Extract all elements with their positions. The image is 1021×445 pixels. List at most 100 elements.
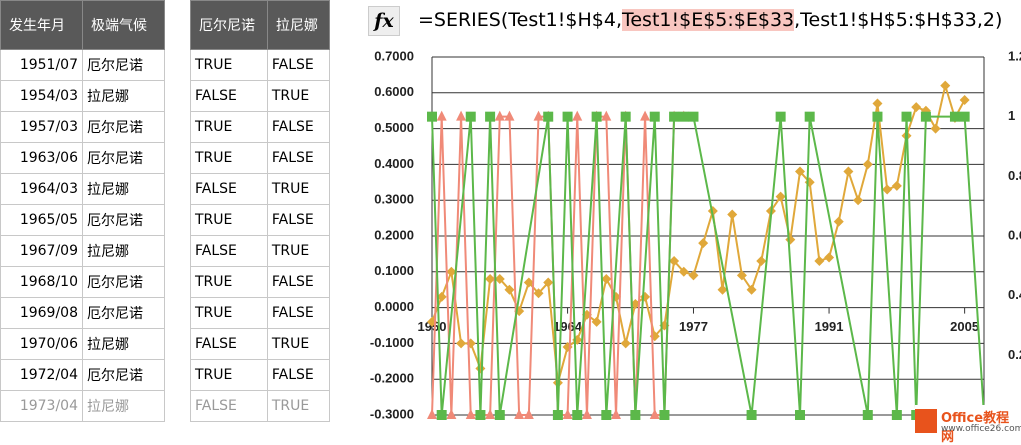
cell: 1951/07 [0,49,83,81]
diamond-marker [698,238,709,249]
row: TRUE FALSE [190,142,331,174]
cell: TRUE [190,142,268,174]
triangle-marker [659,409,670,419]
cell: 1968/10 [0,266,83,298]
row: 1964/03 拉尼娜 [0,173,165,205]
square-marker [465,111,476,122]
cell: TRUE [190,297,268,329]
diamond-marker [591,316,602,327]
formula[interactable]: =SERIES(Test1!$H$4,Test1!$E$5:$E$33,Test… [418,9,1002,31]
cell: TRUE [266,328,331,360]
diamond-marker [795,166,805,177]
diamond-marker [940,80,951,91]
cell: 厄尔尼诺 [82,266,165,298]
cell: FALSE [190,173,268,205]
y2-tick-label: 0.2 [1008,347,1021,362]
diamond-marker [475,363,486,374]
fx-button[interactable]: fx [368,6,400,36]
x-tick-label: 2005 [950,319,979,334]
cell: FALSE [266,359,331,391]
y2-tick-label: 0.8 [1008,168,1021,183]
triangle-marker [640,110,651,121]
y-tick-label: 0.4000 [374,156,414,171]
cell: 拉尼娜 [82,173,165,205]
triangle-marker [649,409,660,419]
diamond-marker [659,320,670,331]
diamond-marker [930,123,941,134]
y2-tick-label: 1.2 [1008,48,1021,63]
diamond-marker [843,166,854,177]
row: 1954/03 拉尼娜 [0,80,165,112]
row: FALSE TRUE [190,235,331,267]
cell: FALSE [190,390,268,422]
diamond-marker [891,180,902,191]
diamond-marker [756,256,767,267]
header-cell: 拉尼娜 [266,0,331,50]
diamond-marker [804,177,815,188]
cell: 1963/06 [0,142,83,174]
header-row: 发生年月 极端气候 [0,0,165,50]
diamond-marker [533,288,544,299]
square-marker [678,111,689,122]
diamond-marker [630,299,641,310]
diamond-marker [920,105,931,116]
row: 1957/03 厄尔尼诺 [0,111,165,143]
y-tick-label: 0.3000 [374,192,414,207]
formula-bar: fx =SERIES(Test1!$H$4,Test1!$E$5:$E$33,T… [360,0,1021,42]
diamond-marker [504,284,515,295]
square-marker [436,410,447,420]
diamond-marker [727,209,738,220]
diamond-marker [814,256,825,267]
formula-part: ,Test1!$H$5:$H$33,2) [794,9,1003,31]
diamond-marker [824,252,835,263]
diamond-marker [736,270,747,281]
diamond-marker [949,112,960,123]
triangle-marker [475,409,486,419]
header-cell: 厄尔尼诺 [190,0,268,50]
triangle-marker [485,409,496,419]
cell: 1957/03 [0,111,83,143]
triangle-marker [669,110,680,121]
cell: FALSE [266,111,331,143]
diamond-marker [669,256,680,267]
triangle-marker [552,409,563,419]
x-tick-label: 1950 [418,319,447,334]
triangle-marker [465,409,476,419]
header-cell: 发生年月 [0,0,83,50]
diamond-marker [717,284,728,295]
triangle-marker [678,110,689,121]
cell: 1970/06 [0,328,83,360]
triangle-marker [436,110,447,121]
diamond-marker [523,277,534,288]
row: 1968/10 厄尔尼诺 [0,266,165,298]
diamond-marker [456,338,467,349]
square-marker [862,410,873,420]
diamond-marker [601,273,612,284]
cell: 厄尔尼诺 [82,297,165,329]
diamond-marker [562,341,573,352]
diamond-marker [572,334,583,345]
row: TRUE FALSE [190,359,331,391]
row: TRUE FALSE [190,49,331,81]
flag-table: 厄尔尼诺 拉尼娜 TRUE FALSE FALSE TRUE TRUE FALSE TRUE FA… [190,0,331,422]
cell: 1965/05 [0,204,83,236]
header-cell: 极端气候 [82,0,165,50]
diamond-marker [611,291,621,302]
diamond-marker [746,284,757,295]
triangle-marker [543,110,554,121]
cell: 1972/04 [0,359,83,391]
square-marker [572,410,583,420]
diamond-marker [775,191,786,202]
cell: FALSE [266,142,331,174]
cell: TRUE [190,49,268,81]
cell: TRUE [190,266,268,298]
square-marker [562,111,573,122]
cell: 1973/04 [0,390,83,422]
cell: 拉尼娜 [82,390,165,422]
cell: 拉尼娜 [82,235,165,267]
cell: TRUE [266,390,331,422]
cell: 厄尔尼诺 [82,49,165,81]
y-tick-label: -0.1000 [370,335,414,350]
triangle-marker [591,110,602,121]
cell: TRUE [266,80,331,112]
